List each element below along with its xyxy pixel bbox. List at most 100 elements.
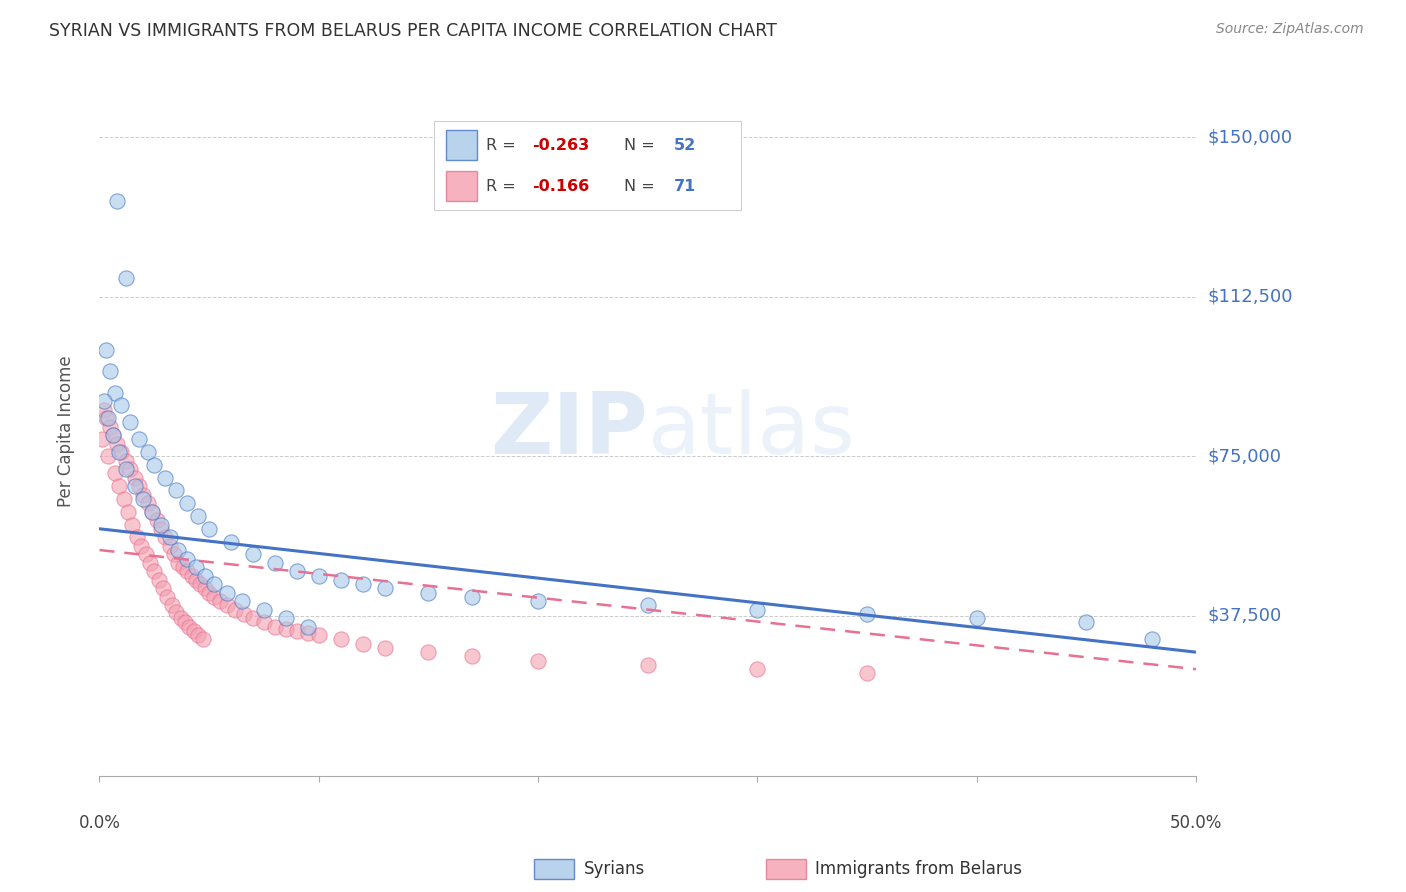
Point — [167, 556, 190, 570]
Point — [94, 343, 117, 357]
Point — [264, 556, 287, 570]
Point — [297, 626, 319, 640]
Point — [285, 624, 308, 638]
Point — [136, 445, 159, 459]
Point — [224, 602, 246, 616]
Text: $112,500: $112,500 — [1208, 288, 1292, 306]
Point — [184, 560, 207, 574]
Point — [163, 547, 186, 561]
Text: $75,000: $75,000 — [1208, 448, 1281, 466]
Point — [94, 411, 117, 425]
Point — [219, 534, 242, 549]
Point — [198, 522, 221, 536]
Point — [418, 645, 440, 659]
Point — [637, 657, 659, 672]
Point — [856, 607, 879, 621]
Point — [156, 590, 179, 604]
Point — [100, 419, 122, 434]
Point — [132, 488, 155, 502]
Point — [1140, 632, 1163, 647]
Point — [231, 594, 253, 608]
Text: SYRIAN VS IMMIGRANTS FROM BELARUS PER CAPITA INCOME CORRELATION CHART: SYRIAN VS IMMIGRANTS FROM BELARUS PER CA… — [49, 22, 778, 40]
Point — [155, 530, 177, 544]
Point — [132, 491, 155, 506]
Point — [174, 615, 197, 630]
Point — [114, 453, 136, 467]
Point — [187, 508, 209, 523]
Point — [352, 577, 374, 591]
Point — [194, 582, 217, 596]
Point — [242, 547, 264, 561]
Point — [374, 582, 396, 596]
Point — [297, 619, 319, 633]
Point — [120, 462, 142, 476]
Point — [124, 471, 146, 485]
Point — [149, 522, 172, 536]
Point — [194, 568, 217, 582]
Point — [180, 568, 202, 582]
Point — [209, 594, 232, 608]
Point — [1076, 615, 1098, 630]
Point — [141, 505, 163, 519]
Point — [176, 564, 198, 578]
Point — [104, 467, 127, 481]
Point — [183, 624, 205, 638]
Point — [110, 398, 132, 412]
Point — [165, 605, 187, 619]
Point — [165, 483, 187, 498]
Point — [141, 505, 163, 519]
Point — [190, 577, 212, 591]
Text: atlas: atlas — [648, 390, 856, 473]
Point — [637, 599, 659, 613]
Point — [145, 513, 167, 527]
Point — [108, 479, 131, 493]
Text: 50.0%: 50.0% — [1170, 814, 1222, 832]
Point — [93, 394, 115, 409]
Point — [114, 270, 136, 285]
Point — [139, 556, 162, 570]
Point — [159, 539, 181, 553]
Point — [747, 662, 769, 676]
Point — [184, 573, 207, 587]
Point — [104, 385, 127, 400]
Point — [149, 517, 172, 532]
Text: Source: ZipAtlas.com: Source: ZipAtlas.com — [1216, 22, 1364, 37]
Point — [966, 611, 988, 625]
Point — [176, 496, 198, 510]
Point — [285, 564, 308, 578]
Point — [253, 615, 276, 630]
Point — [233, 607, 256, 621]
Point — [97, 411, 120, 425]
Point — [128, 479, 150, 493]
Point — [108, 445, 131, 459]
Point — [191, 632, 214, 647]
Point — [160, 599, 183, 613]
Text: $37,500: $37,500 — [1208, 607, 1281, 625]
Point — [374, 640, 396, 655]
Point — [167, 543, 190, 558]
Point — [329, 573, 352, 587]
Point — [135, 547, 157, 561]
Point — [143, 458, 166, 472]
Point — [93, 402, 115, 417]
Text: Syrians: Syrians — [583, 860, 645, 878]
Point — [176, 551, 198, 566]
Point — [112, 491, 135, 506]
Point — [97, 450, 120, 464]
Point — [125, 530, 148, 544]
Point — [202, 577, 225, 591]
Point — [461, 649, 484, 664]
Point — [121, 517, 143, 532]
Point — [215, 599, 238, 613]
Point — [155, 471, 177, 485]
Point — [110, 445, 132, 459]
Point — [527, 594, 550, 608]
Point — [527, 654, 550, 668]
Point — [179, 619, 201, 633]
Point — [253, 602, 276, 616]
Point — [129, 539, 152, 553]
Point — [198, 585, 221, 599]
Text: ZIP: ZIP — [489, 390, 648, 473]
Point — [148, 573, 170, 587]
Point — [242, 611, 264, 625]
